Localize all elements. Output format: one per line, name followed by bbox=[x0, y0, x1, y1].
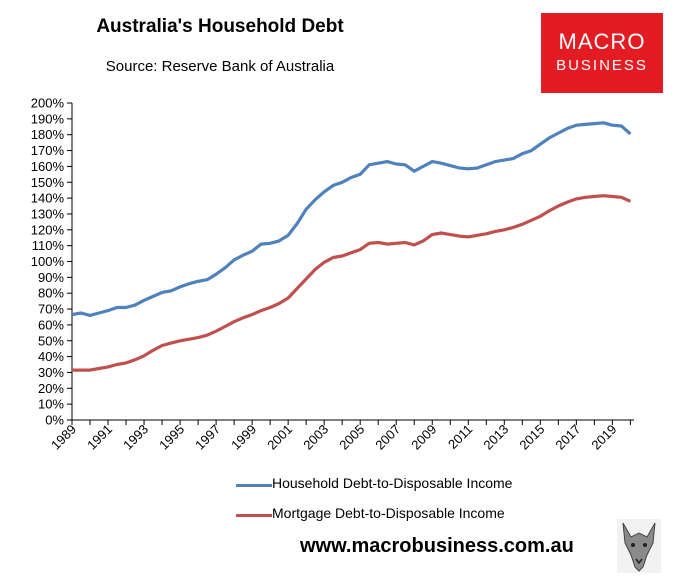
y-tick-label: 120% bbox=[31, 222, 65, 237]
series-line-mortgage bbox=[72, 194, 632, 372]
wolf-mascot-icon bbox=[617, 519, 661, 573]
series-lines bbox=[71, 121, 632, 372]
x-tick-label: 2015 bbox=[516, 422, 547, 453]
x-tick-label: 2009 bbox=[408, 422, 439, 453]
x-tick-label: 1993 bbox=[120, 422, 151, 453]
y-tick-label: 20% bbox=[38, 381, 64, 396]
y-tick-label: 70% bbox=[38, 302, 64, 317]
legend-swatch-mortgage bbox=[236, 514, 272, 517]
y-tick-label: 10% bbox=[38, 397, 64, 412]
y-tick-label: 160% bbox=[31, 159, 65, 174]
chart-subtitle: Source: Reserve Bank of Australia bbox=[105, 58, 335, 75]
series-line-household bbox=[71, 121, 632, 317]
y-tick-label: 60% bbox=[38, 317, 64, 332]
y-axis: 0%10%20%30%40%50%60%70%80%90%100%110%120… bbox=[31, 96, 73, 428]
macrobusiness-logo: MACRO BUSINESS bbox=[541, 13, 663, 93]
y-tick-label: 100% bbox=[31, 254, 65, 269]
y-tick-label: 0% bbox=[45, 413, 64, 428]
legend-label-mortgage: Mortgage Debt-to-Disposable Income bbox=[272, 505, 505, 521]
y-tick-label: 40% bbox=[38, 349, 64, 364]
x-tick-label: 1997 bbox=[192, 422, 223, 453]
logo-line-2: BUSINESS bbox=[556, 57, 648, 74]
x-tick-label: 2003 bbox=[300, 422, 331, 453]
x-tick-label: 2013 bbox=[480, 422, 511, 453]
y-tick-label: 30% bbox=[38, 365, 64, 380]
x-tick-label: 1999 bbox=[228, 422, 259, 453]
line-chart: 0%10%20%30%40%50%60%70%80%90%100%110%120… bbox=[31, 96, 634, 453]
y-tick-label: 50% bbox=[38, 333, 64, 348]
y-tick-label: 190% bbox=[31, 111, 65, 126]
y-tick-label: 110% bbox=[32, 238, 65, 253]
y-tick-label: 180% bbox=[31, 127, 65, 142]
y-tick-label: 170% bbox=[31, 143, 65, 158]
logo-line-1: MACRO bbox=[558, 29, 646, 54]
y-tick-label: 130% bbox=[31, 206, 65, 221]
x-tick-label: 1995 bbox=[156, 422, 187, 453]
y-tick-label: 80% bbox=[38, 286, 64, 301]
y-tick-label: 150% bbox=[31, 175, 65, 190]
legend-label-household: Household Debt-to-Disposable Income bbox=[272, 475, 513, 491]
chart-title: Australia's Household Debt bbox=[96, 16, 344, 37]
y-tick-label: 90% bbox=[38, 270, 64, 285]
x-tick-label: 2011 bbox=[445, 422, 475, 452]
x-tick-label: 2005 bbox=[336, 422, 367, 453]
x-tick-label: 1991 bbox=[84, 422, 115, 453]
x-tick-label: 2019 bbox=[588, 422, 619, 453]
x-tick-label: 2007 bbox=[372, 422, 403, 453]
legend-swatch-household bbox=[236, 484, 272, 487]
y-tick-label: 140% bbox=[31, 191, 65, 206]
x-tick-label: 2017 bbox=[552, 422, 583, 453]
website-link[interactable]: www.macrobusiness.com.au bbox=[300, 535, 574, 557]
x-axis: 1989 1991 1993 1995 1997 1999 2001 2003 2005 2007… bbox=[48, 419, 634, 453]
y-tick-label: 200% bbox=[31, 96, 65, 111]
x-tick-label: 2001 bbox=[264, 422, 295, 453]
